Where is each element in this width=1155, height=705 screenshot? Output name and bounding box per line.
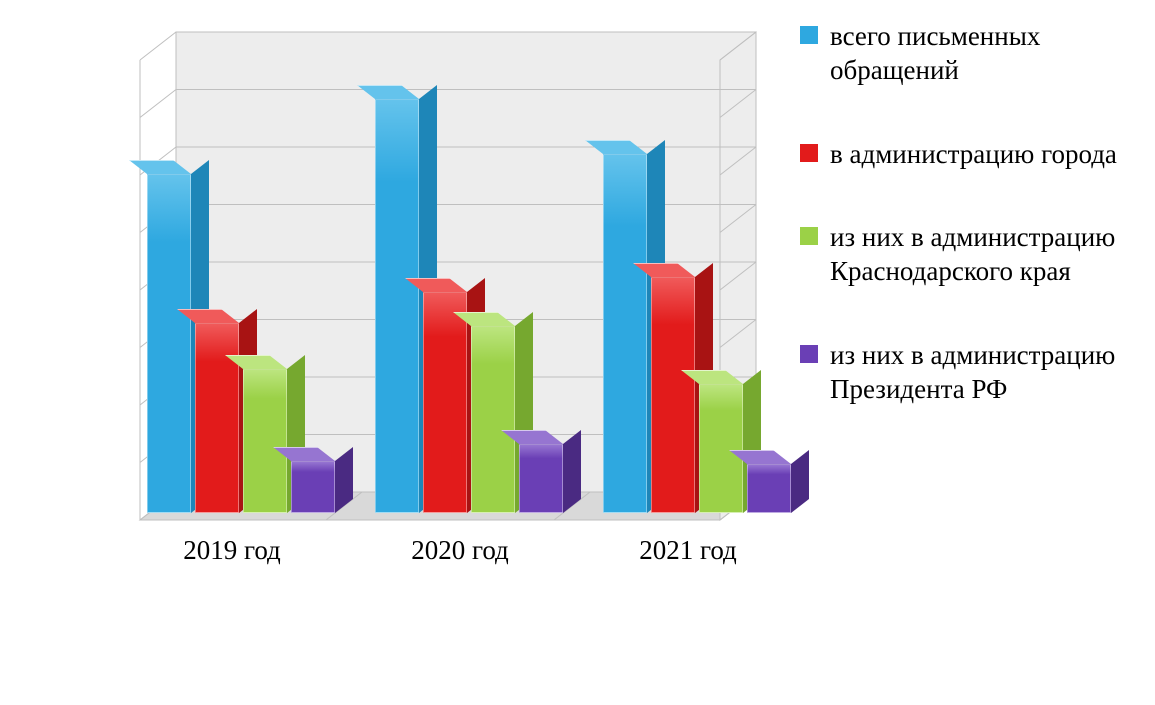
y-tick-label: 10000 (0, 217, 130, 248)
bar-president (291, 461, 335, 513)
y-tick-label: 14000 (0, 102, 130, 133)
bar-krai (471, 326, 515, 513)
legend-label: из них в администрацию Президента РФ (830, 339, 1135, 407)
legend-label: всего письменных обращений (830, 20, 1135, 88)
bar-krai (243, 369, 287, 513)
y-tick-label: 12000 (0, 160, 130, 191)
plot-3d (140, 60, 720, 590)
y-tick-label: 2000 (0, 447, 130, 478)
legend-label: в администрацию города (830, 138, 1117, 172)
y-tick-label: 16000 (0, 45, 130, 76)
y-tick-label: 8000 (0, 275, 130, 306)
x-category-label: 2020 год (411, 535, 509, 566)
bars-layer (140, 60, 720, 520)
bar-city (423, 292, 467, 513)
bar-total (603, 154, 647, 513)
chart-area: 0 2000 4000 6000 8000 10000 12000 14000 16000 20… (0, 0, 760, 705)
y-tick-label: 6000 (0, 332, 130, 363)
y-tick-label: 0 (0, 505, 130, 536)
legend-item-president: из них в администрацию Президента РФ (800, 339, 1135, 407)
y-tick-label: 4000 (0, 390, 130, 421)
legend-item-total: всего письменных обращений (800, 20, 1135, 88)
bar-total (375, 99, 419, 513)
x-category-label: 2019 год (183, 535, 281, 566)
bar-city (651, 277, 695, 513)
x-category-label: 2021 год (639, 535, 737, 566)
bar-president (519, 444, 563, 513)
legend-item-city: в администрацию города (800, 138, 1135, 172)
legend-item-krai: из них в администрацию Краснодарского кр… (800, 221, 1135, 289)
legend-label: из них в администрацию Краснодарского кр… (830, 221, 1135, 289)
legend-swatch (800, 26, 818, 44)
bar-krai (699, 384, 743, 513)
bar-total (147, 174, 191, 513)
bar-president (747, 464, 791, 513)
bar-city (195, 323, 239, 513)
